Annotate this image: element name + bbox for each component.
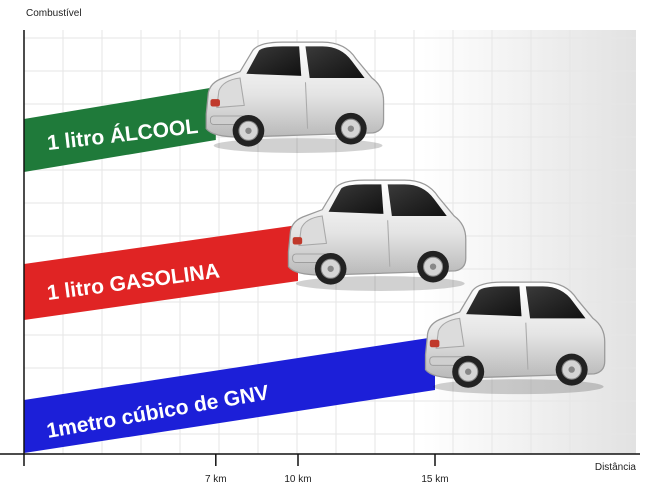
x-tick-label: 15 km (421, 474, 448, 485)
x-axis-label: Distância (595, 462, 637, 473)
x-ticks: 7 km 10 km 15 km (205, 454, 449, 485)
band-1: 1 litro GASOLINA (24, 179, 467, 320)
y-axis-label: Combustível (26, 8, 82, 19)
band-0: 1 litro ÁLCOOL (24, 41, 385, 172)
band-shape (24, 337, 435, 453)
band-shape (24, 225, 298, 320)
band-shape (24, 87, 216, 172)
x-tick-label: 10 km (284, 474, 311, 485)
x-tick-label: 7 km (205, 474, 227, 485)
